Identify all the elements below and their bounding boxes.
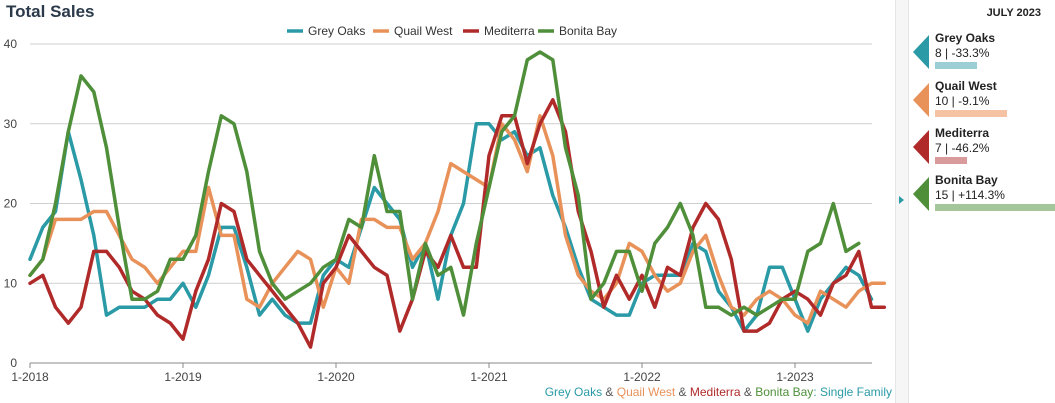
selector-triangle-icon — [913, 177, 929, 211]
caption-part: Quail West — [617, 385, 676, 399]
y-tick-label: 10 — [4, 276, 18, 290]
legend-label: Bonita Bay — [559, 24, 617, 38]
chart-title: Total Sales — [6, 2, 95, 21]
selector-triangle-icon — [913, 35, 929, 69]
selector-triangle-icon — [913, 83, 929, 117]
x-tick-label: 1-2019 — [164, 370, 202, 384]
card-bar — [935, 110, 1007, 117]
x-tick-label: 1-2018 — [11, 370, 49, 384]
card-name: Quail West — [935, 79, 997, 93]
summary-panel: JULY 2023 Grey Oaks 8 | -33.3% Quail Wes… — [911, 0, 1055, 403]
expand-arrow-icon[interactable] — [899, 196, 904, 204]
caption-part: & — [602, 385, 617, 399]
selector-triangle-icon — [913, 130, 929, 164]
summary-card-grey-oaks[interactable]: Grey Oaks 8 | -33.3% — [911, 31, 1055, 75]
caption-part: : Single Family — [813, 385, 892, 399]
series-line-mediterra — [28, 98, 887, 349]
caption-part: & — [675, 385, 690, 399]
y-tick-label: 0 — [10, 356, 17, 370]
card-bar — [935, 204, 1055, 211]
chart-caption: Grey Oaks & Quail West & Mediterra & Bon… — [545, 385, 892, 399]
x-tick-label: 1-2022 — [623, 370, 661, 384]
y-tick-label: 40 — [4, 37, 18, 51]
y-tick-label: 30 — [4, 117, 18, 131]
card-name: Grey Oaks — [935, 31, 996, 45]
x-tick-label: 1-2021 — [470, 370, 508, 384]
series-line-bonita-bay — [28, 50, 861, 317]
card-bar — [935, 157, 967, 164]
card-stat: 15 | +114.3% — [935, 188, 1005, 202]
legend-label: Mediterra — [484, 24, 535, 38]
legend-label: Quail West — [394, 24, 453, 38]
panel-collapse-handle[interactable] — [895, 0, 909, 403]
summary-card-bonita-bay[interactable]: Bonita Bay 15 | +114.3% — [911, 173, 1055, 217]
caption-part: Mediterra — [690, 385, 741, 399]
card-stat: 10 | -9.1% — [935, 94, 990, 108]
summary-card-mediterra[interactable]: Mediterra 7 | -46.2% — [911, 126, 1055, 170]
card-stat: 7 | -46.2% — [935, 141, 990, 155]
caption-part: Bonita Bay — [755, 385, 813, 399]
panel-month-label: JULY 2023 — [986, 7, 1041, 19]
card-name: Mediterra — [935, 126, 990, 140]
card-bar — [935, 62, 977, 69]
chart-canvas: Total Sales 0 10 20 30 40 1-2018 1-2019 1-2020 1-… — [4, 2, 892, 399]
y-tick-label: 20 — [4, 197, 18, 211]
caption-part: Grey Oaks — [545, 385, 602, 399]
caption-part: & — [741, 385, 756, 399]
card-name: Bonita Bay — [935, 173, 998, 187]
card-stat: 8 | -33.3% — [935, 46, 990, 60]
legend-label: Grey Oaks — [308, 24, 365, 38]
series-line-grey-oaks — [28, 122, 874, 333]
x-tick-label: 1-2020 — [317, 370, 355, 384]
summary-card-quail-west[interactable]: Quail West 10 | -9.1% — [911, 79, 1055, 123]
x-tick-label: 1-2023 — [776, 370, 814, 384]
sales-chart: Total Sales 0 10 20 30 40 1-2018 1-2019 1-2020 1-… — [4, 2, 892, 399]
